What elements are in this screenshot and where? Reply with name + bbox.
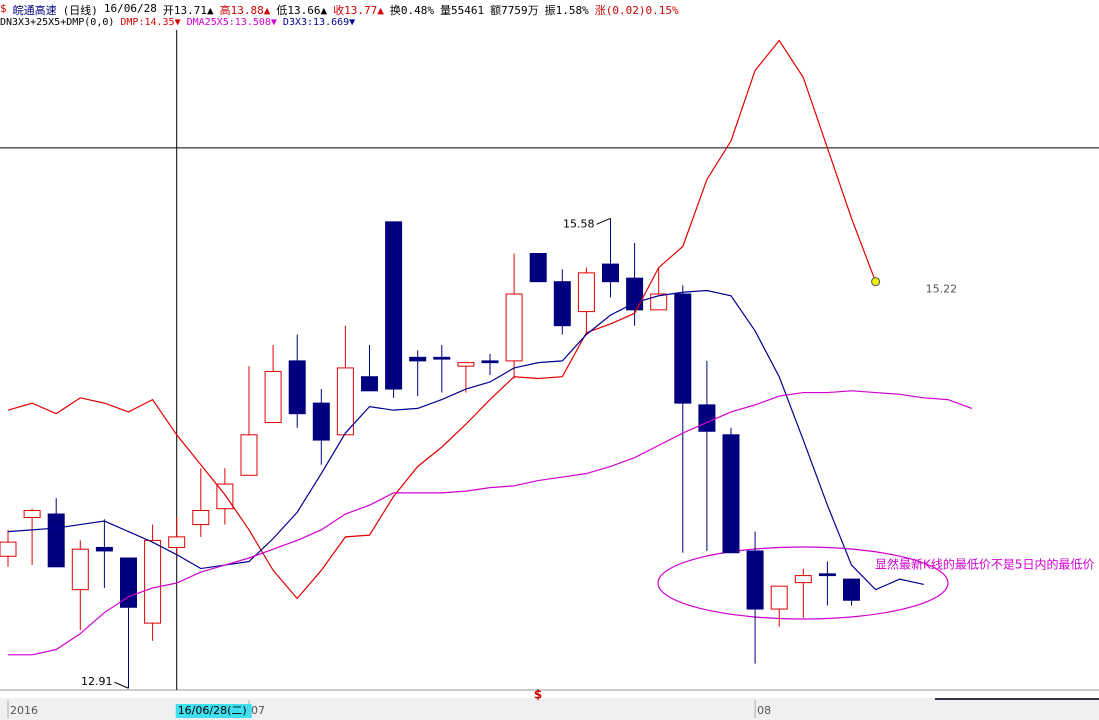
candle-body bbox=[794, 575, 812, 584]
header-item: 换0.48% bbox=[389, 4, 434, 17]
candle-body bbox=[433, 356, 451, 360]
candle-body bbox=[192, 509, 210, 526]
candle-body bbox=[144, 539, 162, 624]
header-item: 低13.66▲ bbox=[276, 4, 328, 17]
header-item: 涨(0.02)0.15% bbox=[594, 4, 679, 17]
annotation: 显然最新K线的最低价不是5日内的最低价 bbox=[875, 557, 1095, 572]
header-item: 振1.58% bbox=[544, 4, 589, 17]
candle-body bbox=[843, 578, 860, 601]
candle-body bbox=[602, 263, 619, 283]
crosshair-date-box bbox=[175, 704, 252, 718]
end-label: 15.22 bbox=[926, 283, 958, 296]
header: $ 皖通高速 (日线) 16/06/28 开13.71▲ 高13.88▲ 低13.66▲ 收1… bbox=[0, 2, 679, 18]
candle-body bbox=[457, 362, 475, 367]
legend-item: D3X3:13.669▼ bbox=[282, 17, 356, 28]
candle-body bbox=[71, 548, 89, 591]
candle-body bbox=[23, 509, 41, 519]
candle-body bbox=[312, 402, 330, 441]
candle-body bbox=[240, 434, 258, 476]
candle-body bbox=[746, 550, 764, 610]
header-item: 开13.71▲ bbox=[162, 4, 214, 17]
candle-body bbox=[409, 356, 427, 362]
candle-body bbox=[481, 360, 499, 364]
header-item: 额7759万 bbox=[490, 4, 539, 17]
highlight-ellipse bbox=[657, 546, 949, 620]
candle-body bbox=[385, 221, 403, 390]
candle-body bbox=[361, 376, 378, 392]
candle-body bbox=[818, 573, 836, 577]
candle-body bbox=[168, 536, 186, 548]
candle-body bbox=[650, 293, 668, 311]
header-item: (日线) bbox=[62, 4, 98, 17]
x-tick-label: 08 bbox=[757, 704, 771, 717]
indicator-line bbox=[7, 39, 877, 600]
candle-body bbox=[505, 293, 523, 362]
x-tick-label: 07 bbox=[251, 704, 265, 717]
min-label: 12.91 bbox=[81, 675, 113, 688]
candle-body bbox=[770, 585, 788, 610]
candle-body bbox=[47, 513, 65, 568]
candle-body bbox=[553, 281, 571, 327]
indicator-line bbox=[8, 390, 973, 656]
candle-body bbox=[722, 434, 740, 554]
header-item: 量55461 bbox=[439, 4, 485, 17]
candle-body bbox=[698, 404, 716, 432]
indicator-header: DN3X3+25X5+DMP(0,0) DMP:14.35▼ DMA25X5:13.… bbox=[0, 17, 355, 28]
candle-body bbox=[95, 546, 113, 552]
end-marker bbox=[871, 277, 881, 287]
candle-body bbox=[288, 360, 306, 415]
crosshair-date: 16/06/28(二) bbox=[178, 704, 247, 717]
candle-body bbox=[264, 370, 282, 423]
x-tick-label: 2016 bbox=[10, 704, 38, 717]
legend-item: DN3X3+25X5+DMP(0,0) bbox=[0, 17, 115, 28]
header-item: 皖通高速 bbox=[12, 4, 57, 17]
candle-body bbox=[674, 293, 692, 404]
legend-item: DMA25X5:13.508▼ bbox=[186, 17, 277, 28]
candle-body bbox=[529, 253, 547, 283]
header-item: 16/06/28 bbox=[103, 2, 157, 15]
max-label: 15.58 bbox=[563, 217, 595, 230]
header-item: $ bbox=[0, 2, 7, 15]
candle-body bbox=[577, 272, 595, 313]
axis-marker: $ bbox=[534, 688, 542, 702]
indicator-line bbox=[7, 289, 924, 591]
candle-body bbox=[336, 367, 354, 436]
max-leader bbox=[596, 217, 611, 225]
header-item: 收13.77▲ bbox=[333, 4, 384, 17]
min-leader bbox=[114, 681, 129, 689]
legend-item: DMP:14.35▼ bbox=[120, 17, 181, 28]
candle-body bbox=[0, 541, 17, 557]
header-item: 高13.88▲ bbox=[219, 4, 271, 17]
axis-strip bbox=[0, 698, 1099, 720]
